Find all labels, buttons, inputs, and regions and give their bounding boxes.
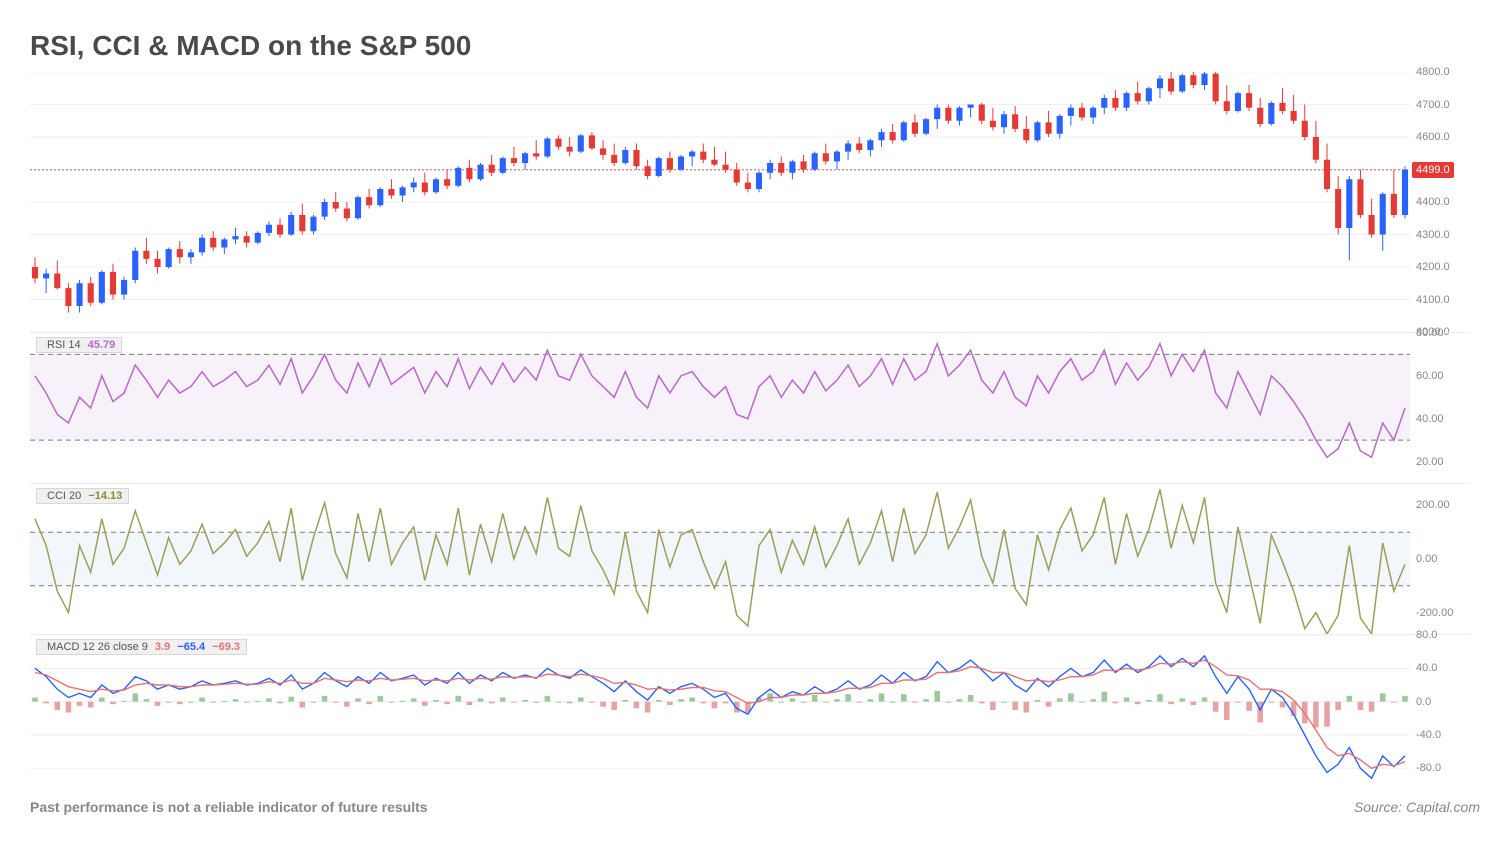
chart-footer: Past performance is not a reliable indic…: [30, 799, 1480, 815]
cci-panel[interactable]: CCI 20 −14.13 -200.000.00200.00: [30, 483, 1470, 634]
cci-y-axis: -200.000.00200.00: [1412, 484, 1470, 634]
chart-stack: 4000.04100.04200.04300.04400.04500.04600…: [30, 72, 1470, 785]
rsi-panel[interactable]: RSI 14 45.79 20.0040.0060.0080.00: [30, 332, 1470, 483]
macd-y-axis: -80.0-40.00.040.080.0: [1412, 635, 1470, 785]
rsi-label: RSI 14 45.79: [36, 337, 122, 353]
candlestick-chart: [30, 72, 1410, 332]
rsi-chart: [30, 333, 1410, 483]
price-y-axis: 4000.04100.04200.04300.04400.04500.04600…: [1412, 72, 1470, 332]
macd-panel[interactable]: MACD 12 26 close 9 3.9 −65.4 −69.3 -80.0…: [30, 634, 1470, 785]
rsi-y-axis: 20.0040.0060.0080.00: [1412, 333, 1470, 483]
macd-label: MACD 12 26 close 9 3.9 −65.4 −69.3: [36, 639, 247, 655]
price-panel[interactable]: 4000.04100.04200.04300.04400.04500.04600…: [30, 72, 1470, 332]
cci-label: CCI 20 −14.13: [36, 488, 129, 504]
cci-chart: [30, 484, 1410, 634]
disclaimer-text: Past performance is not a reliable indic…: [30, 799, 428, 815]
current-price-badge: 4499.0: [1412, 162, 1454, 178]
macd-chart: [30, 635, 1410, 785]
chart-title: RSI, CCI & MACD on the S&P 500: [30, 30, 1480, 62]
source-text: Source: Capital.com: [1354, 799, 1480, 815]
